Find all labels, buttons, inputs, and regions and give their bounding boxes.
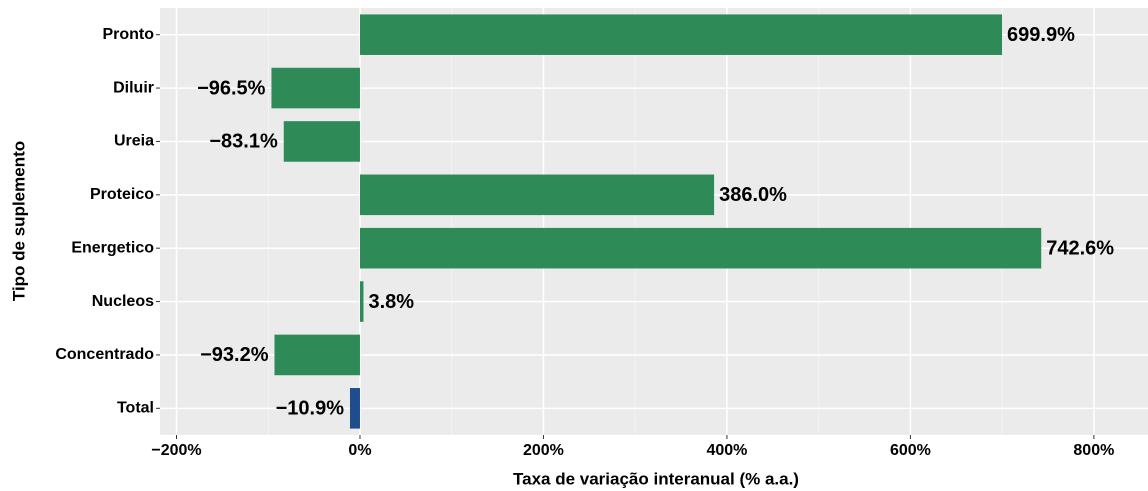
x-tick-label: 200% — [523, 442, 564, 459]
value-label: 386.0% — [719, 184, 787, 206]
bar — [274, 334, 360, 376]
bar — [349, 388, 360, 429]
y-tick-label: Pronto — [102, 26, 154, 43]
bar — [359, 14, 1003, 55]
bar — [359, 227, 1042, 269]
value-label: 3.8% — [368, 291, 414, 313]
y-axis-title: Tipo de suplemento — [9, 141, 28, 301]
y-tick-label: Total — [117, 400, 154, 417]
bar — [271, 67, 360, 109]
bar — [283, 121, 360, 162]
x-tick-label: 0% — [348, 442, 371, 459]
y-tick-label: Concentrado — [55, 346, 154, 363]
x-tick-label: 800% — [1073, 442, 1114, 459]
value-label: −83.1% — [209, 131, 278, 153]
x-tick-label: −200% — [151, 442, 201, 459]
bar — [359, 174, 715, 216]
x-axis-title: Taxa de variação interanual (% a.a.) — [513, 469, 799, 488]
y-tick-label: Ureia — [114, 133, 154, 150]
value-label: 699.9% — [1007, 24, 1075, 46]
value-label: 742.6% — [1046, 237, 1114, 259]
y-tick-label: Proteico — [90, 186, 154, 203]
bar — [359, 281, 364, 322]
x-tick-label: 400% — [706, 442, 747, 459]
value-label: −93.2% — [200, 344, 269, 366]
value-label: −96.5% — [197, 77, 266, 99]
y-tick-label: Nucleos — [92, 293, 154, 310]
y-tick-label: Diluir — [113, 79, 154, 96]
y-tick-label: Energetico — [71, 239, 154, 256]
x-tick-label: 600% — [890, 442, 931, 459]
value-label: −10.9% — [276, 398, 345, 420]
